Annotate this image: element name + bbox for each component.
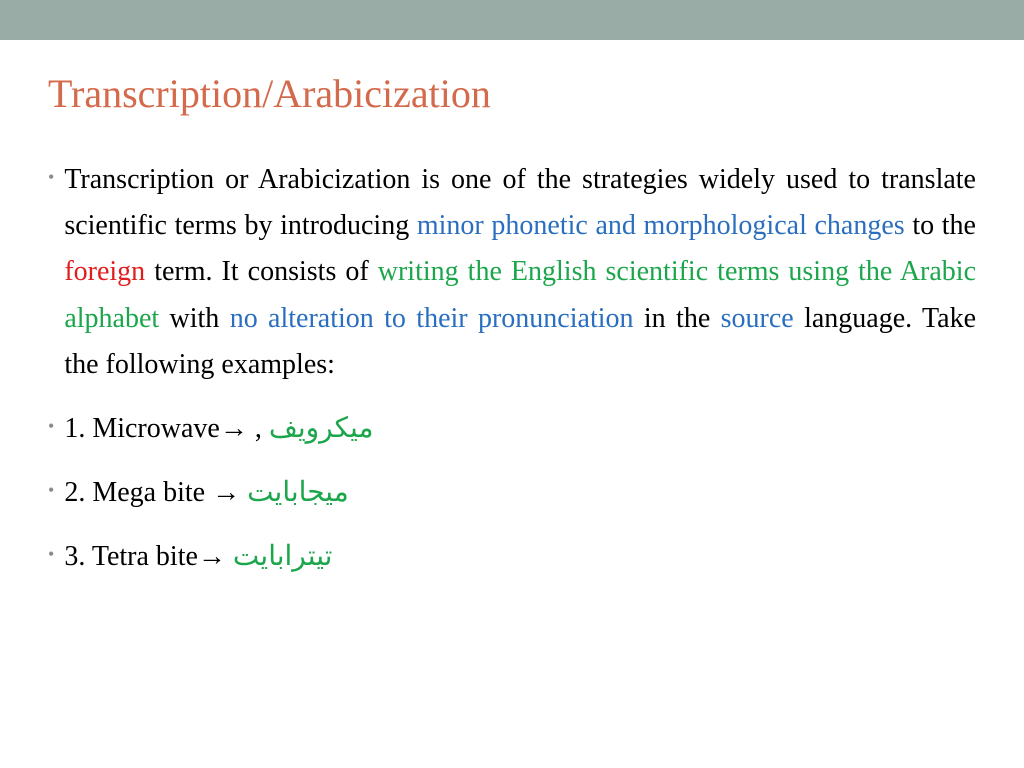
example-row: • 1. Microwave→ , ميكرويف [48,406,976,452]
examples-list: •1. Microwave→ , ميكرويف•2. Mega bite → … [48,406,976,581]
example-english: Microwave [92,413,220,444]
example-english: Tetra bite [92,541,198,572]
example-separator [226,541,233,572]
paragraph-segment: term. It consists of [145,256,378,287]
example-line: 2. Mega bite → ميجابايت [64,470,348,516]
paragraph-segment: foreign [64,256,145,287]
arrow-icon: → [220,413,248,444]
example-number: 1. [64,413,92,444]
example-number: 3. [64,541,92,572]
bullet-icon: • [48,544,54,580]
arrow-icon: → [212,477,240,508]
paragraph-segment: minor phonetic and morphological changes [417,210,905,241]
example-separator: , [248,413,269,444]
example-line: 1. Microwave→ , ميكرويف [64,406,373,452]
paragraph-segment: source [721,303,794,334]
bullet-icon: • [48,167,54,388]
example-separator [240,477,247,508]
main-paragraph: Transcription or Arabicization is one of… [64,157,976,388]
arrow-icon: → [198,541,226,572]
main-paragraph-block: • Transcription or Arabicization is one … [48,157,976,388]
bullet-icon: • [48,480,54,516]
example-row: • 3. Tetra bite→ تيترابايت [48,534,976,580]
slide-content: Transcription/Arabicization • Transcript… [0,40,1024,581]
paragraph-segment: in the [634,303,721,334]
slide-title: Transcription/Arabicization [48,70,976,117]
top-accent-bar [0,0,1024,40]
example-arabic: ميجابايت [247,477,349,508]
bullet-icon: • [48,416,54,452]
paragraph-segment: no alteration to their pronunciation [230,303,634,334]
paragraph-segment: to the [905,210,976,241]
paragraph-segment: with [159,303,230,334]
example-number: 2. [64,477,92,508]
example-row: • 2. Mega bite → ميجابايت [48,470,976,516]
example-line: 3. Tetra bite→ تيترابايت [64,534,332,580]
example-english: Mega bite [92,477,212,508]
example-arabic: ميكرويف [269,413,374,444]
example-arabic: تيترابايت [233,541,333,572]
